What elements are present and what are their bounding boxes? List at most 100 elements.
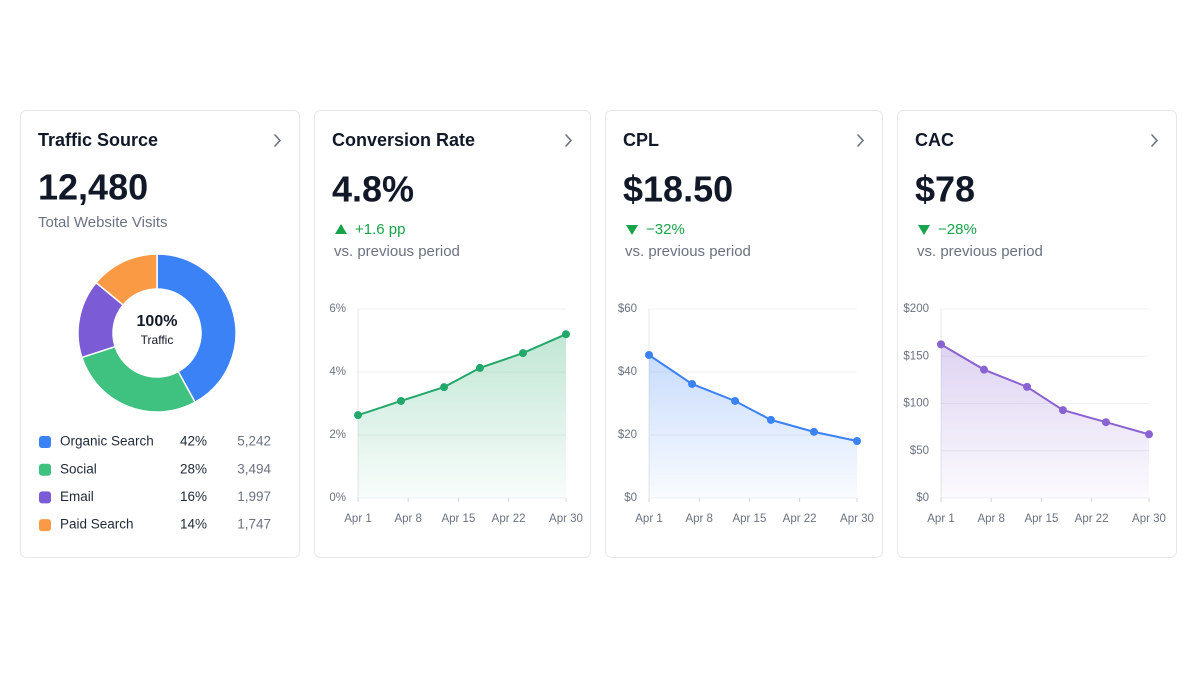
legend-visits: 5,242 xyxy=(237,434,271,449)
kpi-value: 4.8% xyxy=(332,169,414,210)
comparison-label: vs. previous period xyxy=(917,243,1043,260)
point xyxy=(1058,406,1067,415)
x-tick-label: Apr 30 xyxy=(549,513,583,525)
kpi-value: $78 xyxy=(915,169,975,210)
y-tick-label: $0 xyxy=(916,492,929,504)
x-tick-label: Apr 30 xyxy=(840,513,874,525)
card-title: Traffic Source xyxy=(38,130,158,150)
legend-label: Organic Search xyxy=(60,434,154,449)
y-tick-label: 4% xyxy=(329,366,346,378)
area xyxy=(649,354,857,498)
x-tick-label: Apr 22 xyxy=(492,513,526,525)
legend-percent: 28% xyxy=(180,461,207,476)
kpi-value: 12,480 xyxy=(38,167,148,208)
y-tick-label: 6% xyxy=(329,303,346,315)
card[interactable]: Traffic Source 12,480 Total Website Visits… xyxy=(20,110,300,558)
legend-visits: 1,997 xyxy=(237,489,271,504)
comparison-label: vs. previous period xyxy=(625,243,751,260)
chevron[interactable] xyxy=(1151,134,1159,147)
legend-label: Social xyxy=(60,461,97,476)
legend-visits: 1,747 xyxy=(237,517,271,532)
point xyxy=(980,365,989,374)
line xyxy=(940,343,1150,436)
point xyxy=(937,340,945,349)
kpi-subtitle: Total Website Visits xyxy=(38,214,168,231)
legend-visits: 3,494 xyxy=(237,461,271,476)
point xyxy=(1145,430,1153,439)
card[interactable]: Conversion Rate 4.8% +1.6 pp vs. previous p… xyxy=(314,110,591,558)
point xyxy=(809,427,818,436)
y-tick-label: $60 xyxy=(618,303,637,315)
legend-label: Paid Search xyxy=(60,517,134,532)
legend-swatch xyxy=(39,491,51,504)
chevron[interactable] xyxy=(565,134,573,147)
delta-value: −32% xyxy=(646,221,685,238)
area xyxy=(358,334,566,498)
card-background xyxy=(20,110,300,558)
point xyxy=(440,383,449,392)
y-tick-label: $40 xyxy=(618,366,637,378)
x-tick-label: Apr 15 xyxy=(1024,513,1058,525)
point xyxy=(475,363,484,372)
x-tick-label: Apr 8 xyxy=(685,513,713,525)
x-tick-label: Apr 1 xyxy=(344,513,372,525)
card[interactable]: CAC $78 −28% vs. previous period $0 $50 $100 $1… xyxy=(897,110,1177,558)
donut-center-sublabel: Traffic xyxy=(141,333,174,347)
legend-percent: 42% xyxy=(180,434,207,449)
chevron[interactable] xyxy=(857,134,865,147)
point xyxy=(397,396,406,405)
point xyxy=(562,330,570,339)
y-tick-label: $0 xyxy=(624,492,637,504)
point xyxy=(731,396,740,405)
x-tick-label: Apr 15 xyxy=(732,513,766,525)
card-title: CPL xyxy=(623,130,659,150)
y-tick-label: $150 xyxy=(903,350,929,362)
x-tick-label: Apr 1 xyxy=(635,513,663,525)
legend-swatch xyxy=(39,436,51,448)
point xyxy=(766,415,775,424)
delta-value: +1.6 pp xyxy=(355,221,405,238)
point xyxy=(1023,382,1032,391)
chevron[interactable] xyxy=(274,134,282,147)
y-tick-label: $20 xyxy=(618,429,637,441)
line xyxy=(357,333,567,417)
legend-swatch xyxy=(39,519,51,532)
y-tick-label: $100 xyxy=(903,398,929,410)
donut-segment xyxy=(95,253,158,307)
card-title: CAC xyxy=(915,130,954,150)
x-tick-label: Apr 15 xyxy=(441,513,475,525)
legend-swatch xyxy=(39,463,51,476)
x-tick-label: Apr 8 xyxy=(394,513,422,525)
line xyxy=(648,354,858,442)
x-tick-label: Apr 22 xyxy=(783,513,817,525)
card-title: Conversion Rate xyxy=(332,130,475,150)
x-tick-label: Apr 22 xyxy=(1075,513,1109,525)
delta-arrow xyxy=(626,225,638,235)
point xyxy=(1101,418,1110,427)
delta-arrow xyxy=(918,225,930,235)
donut-segment xyxy=(156,253,237,404)
comparison-label: vs. previous period xyxy=(334,243,460,260)
y-tick-label: $50 xyxy=(910,445,929,457)
area xyxy=(941,344,1149,498)
point xyxy=(518,349,527,358)
x-tick-label: Apr 1 xyxy=(927,513,955,525)
delta-arrow xyxy=(335,224,347,234)
delta-value: −28% xyxy=(938,221,977,238)
y-tick-label: 0% xyxy=(329,492,346,504)
x-tick-label: Apr 8 xyxy=(977,513,1005,525)
donut-center-label: 100% xyxy=(137,313,178,330)
kpi-value: $18.50 xyxy=(623,169,733,210)
x-tick-label: Apr 30 xyxy=(1132,513,1166,525)
y-tick-label: 2% xyxy=(329,429,346,441)
point xyxy=(853,436,861,445)
legend-percent: 14% xyxy=(180,517,207,532)
point xyxy=(354,411,362,420)
legend-percent: 16% xyxy=(180,489,207,504)
y-tick-label: $200 xyxy=(903,303,929,315)
card[interactable]: CPL $18.50 −32% vs. previous period $0 $20 $40… xyxy=(605,110,883,558)
point xyxy=(645,350,653,359)
point xyxy=(688,379,697,388)
legend-label: Email xyxy=(60,489,94,504)
